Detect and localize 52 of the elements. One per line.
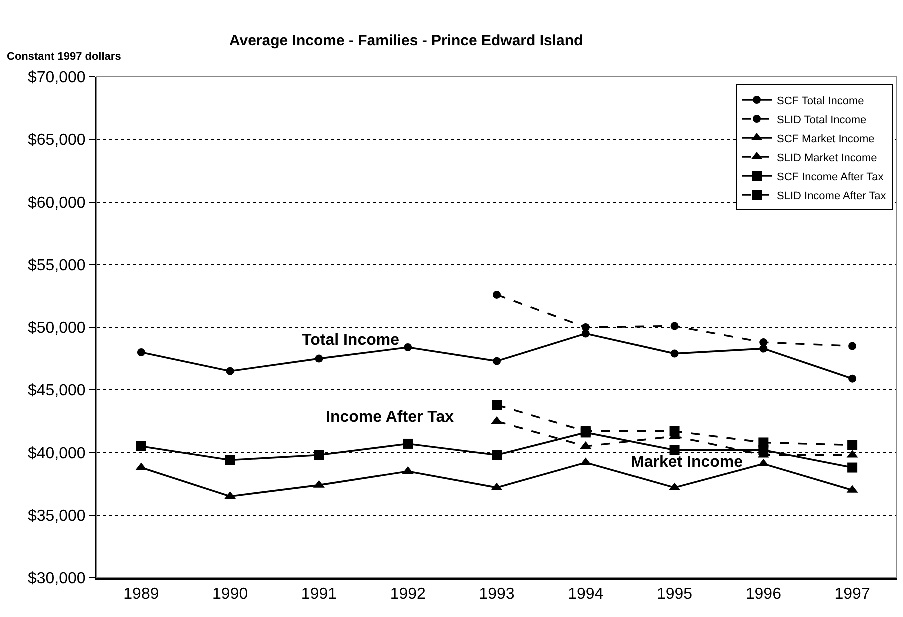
point bbox=[670, 322, 679, 330]
x-tick-label: 1996 bbox=[746, 586, 782, 604]
point bbox=[225, 455, 236, 466]
y-tick-label: $60,000 bbox=[28, 194, 86, 212]
x-tick-label: 1991 bbox=[301, 586, 338, 604]
y-tick-label: $45,000 bbox=[28, 382, 86, 400]
x-tick-label: 1990 bbox=[212, 586, 248, 604]
point bbox=[848, 374, 857, 383]
point bbox=[582, 324, 590, 332]
legend-label: SCF Total Income bbox=[777, 95, 864, 108]
point bbox=[315, 354, 324, 363]
x-tick-label: 1997 bbox=[834, 586, 870, 604]
point bbox=[492, 450, 502, 460]
legend-label: SCF Market Income bbox=[777, 133, 875, 146]
point bbox=[670, 445, 680, 456]
x-tick-label: 1994 bbox=[568, 586, 604, 604]
point bbox=[848, 342, 857, 350]
y-tick-label: $70,000 bbox=[28, 70, 86, 87]
annotation: Market Income bbox=[631, 454, 744, 471]
point bbox=[137, 348, 146, 357]
x-tick-label: 1989 bbox=[124, 586, 160, 604]
point bbox=[670, 426, 680, 436]
point bbox=[493, 290, 501, 299]
point bbox=[493, 357, 501, 366]
point bbox=[848, 440, 858, 450]
annotation: Total Income bbox=[302, 332, 400, 349]
legend-label: SCF Income After Tax bbox=[777, 171, 884, 184]
point bbox=[136, 441, 146, 452]
point bbox=[492, 400, 502, 410]
x-tick-label: 1993 bbox=[479, 586, 515, 604]
chart-title: Average Income - Families - Prince Edward Island bbox=[229, 32, 584, 50]
y-tick-label: $30,000 bbox=[28, 570, 86, 588]
point bbox=[848, 462, 858, 473]
point bbox=[760, 338, 768, 347]
y-tick-label: $40,000 bbox=[28, 445, 86, 462]
point bbox=[404, 344, 412, 352]
point bbox=[314, 450, 324, 460]
point bbox=[403, 438, 414, 449]
y-axis-title: Constant 1997 dollars bbox=[7, 51, 122, 63]
point bbox=[226, 367, 234, 376]
legend-label: SLID Total Income bbox=[777, 114, 867, 126]
y-tick-label: $35,000 bbox=[28, 508, 86, 525]
y-tick-label: $65,000 bbox=[28, 132, 86, 150]
point bbox=[758, 438, 769, 448]
y-tick-label: $50,000 bbox=[28, 320, 86, 338]
x-tick-label: 1992 bbox=[390, 586, 426, 604]
x-tick-label: 1995 bbox=[656, 586, 693, 604]
legend-label: SLID Income After Tax bbox=[777, 190, 887, 202]
legend-label: SLID Market Income bbox=[777, 152, 878, 164]
point bbox=[670, 350, 679, 358]
y-tick-label: $55,000 bbox=[28, 257, 86, 274]
annotation: Income After Tax bbox=[326, 409, 454, 426]
